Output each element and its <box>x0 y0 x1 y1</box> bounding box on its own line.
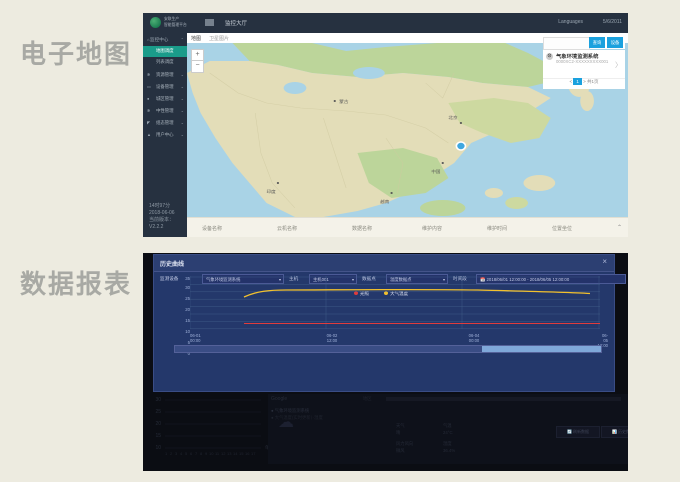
svg-text:14: 14 <box>233 451 238 456</box>
svg-text:25: 25 <box>155 409 161 415</box>
svg-text:越南: 越南 <box>380 198 390 205</box>
svg-text:12: 12 <box>221 451 226 456</box>
svg-text:10: 10 <box>209 451 214 456</box>
svg-text:5: 5 <box>185 451 188 456</box>
svg-text:3: 3 <box>175 451 178 456</box>
svg-text:30: 30 <box>155 397 161 403</box>
svg-text:中国: 中国 <box>431 168 440 175</box>
svg-text:8: 8 <box>200 451 203 456</box>
svg-text:印度: 印度 <box>267 188 277 195</box>
svg-text:11: 11 <box>215 451 220 456</box>
svg-text:15: 15 <box>155 433 161 439</box>
svg-text:7: 7 <box>195 451 198 456</box>
svg-text:2: 2 <box>170 451 173 456</box>
svg-text:20: 20 <box>155 421 161 427</box>
svg-text:13: 13 <box>227 451 232 456</box>
svg-text:17: 17 <box>251 451 256 456</box>
svg-text:15: 15 <box>239 451 244 456</box>
svg-text:10: 10 <box>155 445 161 451</box>
svg-text:蒙古: 蒙古 <box>339 98 349 105</box>
svg-text:1: 1 <box>165 451 168 456</box>
svg-text:6: 6 <box>190 451 193 456</box>
svg-text:16: 16 <box>245 451 250 456</box>
svg-text:北京: 北京 <box>448 114 457 121</box>
svg-text:9: 9 <box>205 451 208 456</box>
svg-text:4: 4 <box>180 451 183 456</box>
